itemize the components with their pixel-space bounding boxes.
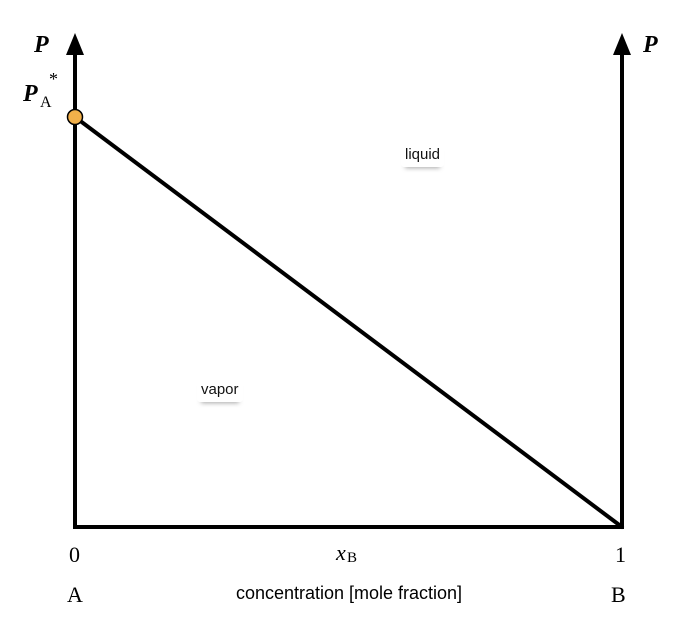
component-b-label: B [611,582,626,607]
left-axis-label: P [33,32,49,58]
pure-a-pressure-label: P A * [22,69,58,111]
x-tick-zero: 0 [69,542,80,567]
component-a-label: A [67,582,83,607]
right-axis-arrowhead [613,33,631,55]
phase-boundary-line [73,115,624,529]
pure-a-pressure-superscript: * [49,69,58,89]
pure-a-pressure-subscript: A [40,94,52,111]
liquid-region-label: liquid [401,144,445,167]
x-tick-one: 1 [615,542,626,567]
pure-a-pressure-main: P [22,81,38,107]
x-variable-subscript: B [347,550,357,566]
pressure-point-marker [66,108,84,126]
right-axis-label: P [642,32,658,58]
vapor-region-label: vapor [197,379,243,402]
x-variable-main: x [335,540,346,565]
left-axis-arrowhead [66,33,84,55]
x-variable-label: x B [335,540,357,566]
x-axis-title: concentration [mole fraction] [236,583,462,603]
